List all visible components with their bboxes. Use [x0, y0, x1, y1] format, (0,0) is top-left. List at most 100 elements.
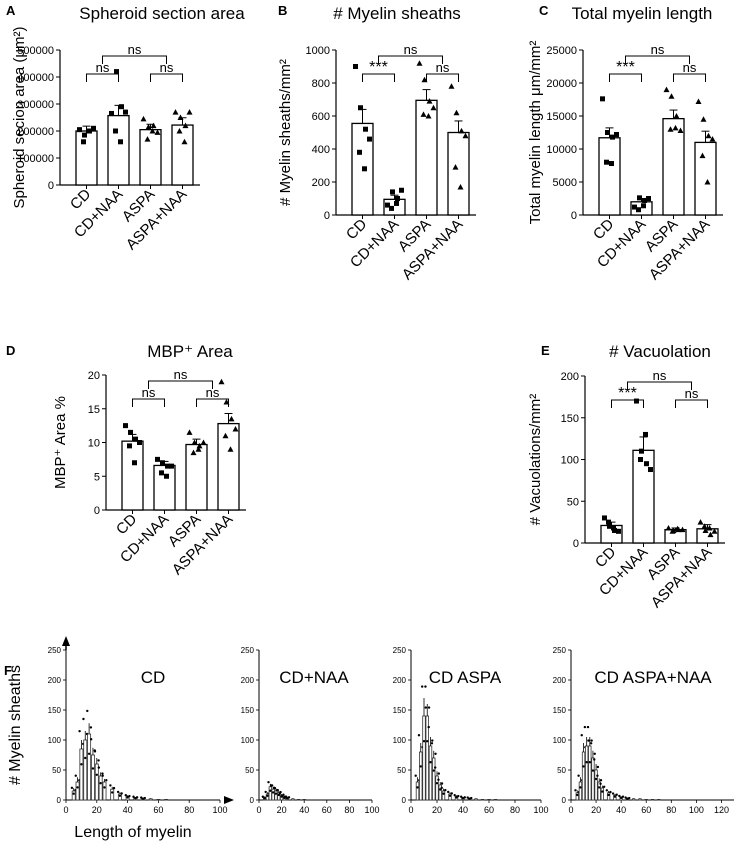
y-tick-label: 100 — [393, 736, 407, 745]
data-point — [621, 795, 625, 798]
data-point — [177, 114, 184, 120]
data-point — [97, 759, 100, 762]
data-point — [218, 378, 225, 385]
panel-c: C Total myelin length 0 5000 10000 15000 20000… — [527, 3, 723, 283]
bar — [291, 798, 295, 801]
panel-e: E # Vacuolation 0 50 100 150 200 # Vacuolations… — [527, 342, 725, 611]
data-point — [227, 446, 234, 452]
panel-b: B # Myelin sheaths 0 200 400 600 800 1000 # Myel… — [277, 3, 476, 283]
data-point — [195, 446, 202, 452]
bar — [164, 799, 169, 801]
data-point — [701, 523, 708, 529]
data-point — [706, 524, 713, 531]
data-point — [72, 792, 75, 795]
bar — [419, 751, 423, 801]
data-point — [607, 523, 612, 529]
significance-label: ns — [96, 60, 110, 75]
bar — [75, 130, 98, 186]
data-point — [453, 109, 460, 116]
data-point — [594, 777, 598, 781]
data-point — [711, 528, 718, 534]
significance-label: ns — [436, 60, 450, 75]
y-tick-label: 250 — [48, 646, 62, 655]
data-point — [128, 794, 131, 798]
bar — [121, 440, 144, 511]
data-point — [646, 196, 651, 201]
data-point — [596, 765, 600, 769]
data-point — [695, 98, 702, 104]
y-tick-label: 200000 — [17, 126, 54, 138]
bar — [271, 788, 275, 801]
data-point — [358, 105, 363, 111]
data-point — [132, 795, 135, 798]
bar — [425, 715, 429, 801]
data-point — [602, 785, 606, 788]
panel-f1: F CD 0 50 100 150 200 250 0 20 40 60 80 100 # Myelin s… — [4, 636, 234, 841]
data-point — [434, 752, 437, 755]
x-tick-label: 100 — [212, 805, 227, 815]
data-point — [639, 448, 644, 454]
x-tick-label: 20 — [277, 805, 287, 815]
y-tick-label: 0 — [94, 505, 100, 517]
data-point — [78, 729, 81, 733]
data-point — [450, 792, 453, 795]
data-point — [126, 796, 129, 799]
data-point — [587, 739, 590, 742]
x-tick-label: 100 — [689, 805, 704, 815]
data-point — [452, 164, 459, 170]
significance-label: ns — [160, 60, 174, 75]
bar — [493, 799, 498, 801]
data-point — [615, 793, 618, 796]
chart-title: CD+NAA — [279, 668, 349, 687]
data-point — [460, 795, 463, 798]
data-point — [82, 132, 87, 138]
panel-letter: D — [6, 343, 15, 358]
x-tick-label: 0 — [256, 805, 261, 815]
data-point — [588, 761, 592, 764]
data-point — [135, 796, 139, 799]
bar — [156, 799, 161, 801]
y-tick-label: 0 — [573, 538, 579, 550]
data-point — [150, 122, 157, 129]
significance-label: ns — [206, 385, 220, 400]
data-point — [444, 788, 447, 792]
data-point — [169, 463, 174, 469]
data-point — [389, 205, 394, 211]
data-point — [609, 790, 612, 794]
x-tick-label: 40 — [299, 805, 309, 815]
significance-label: ns — [404, 42, 418, 57]
significance-bracket — [86, 73, 119, 82]
x-tick-label: 100 — [364, 805, 379, 815]
panel-letter: A — [6, 3, 16, 18]
data-point — [637, 195, 642, 201]
data-point — [611, 792, 615, 795]
data-point — [120, 792, 123, 795]
data-point — [222, 432, 229, 439]
data-point — [457, 183, 464, 190]
bar — [588, 745, 592, 801]
significance-bracket — [148, 380, 213, 389]
data-point — [89, 738, 93, 741]
y-tick-label: 0 — [571, 210, 577, 222]
data-point — [697, 519, 704, 525]
x-tick-label: 60 — [484, 805, 494, 815]
x-tick-label: 120 — [714, 805, 729, 815]
data-point — [82, 717, 85, 721]
bar — [79, 748, 84, 801]
significance-bracket — [625, 55, 690, 64]
data-point — [455, 796, 458, 799]
data-point — [399, 187, 404, 193]
data-point — [270, 784, 273, 787]
data-point — [638, 457, 643, 462]
bar — [432, 757, 436, 801]
data-point — [574, 789, 577, 792]
data-point — [580, 734, 583, 737]
data-point — [636, 207, 641, 213]
data-point — [76, 786, 79, 789]
x-tick-label: 100 — [533, 805, 548, 815]
y-tick-label: 50 — [397, 766, 406, 775]
data-point — [590, 739, 593, 742]
significance-bracket — [426, 73, 459, 82]
